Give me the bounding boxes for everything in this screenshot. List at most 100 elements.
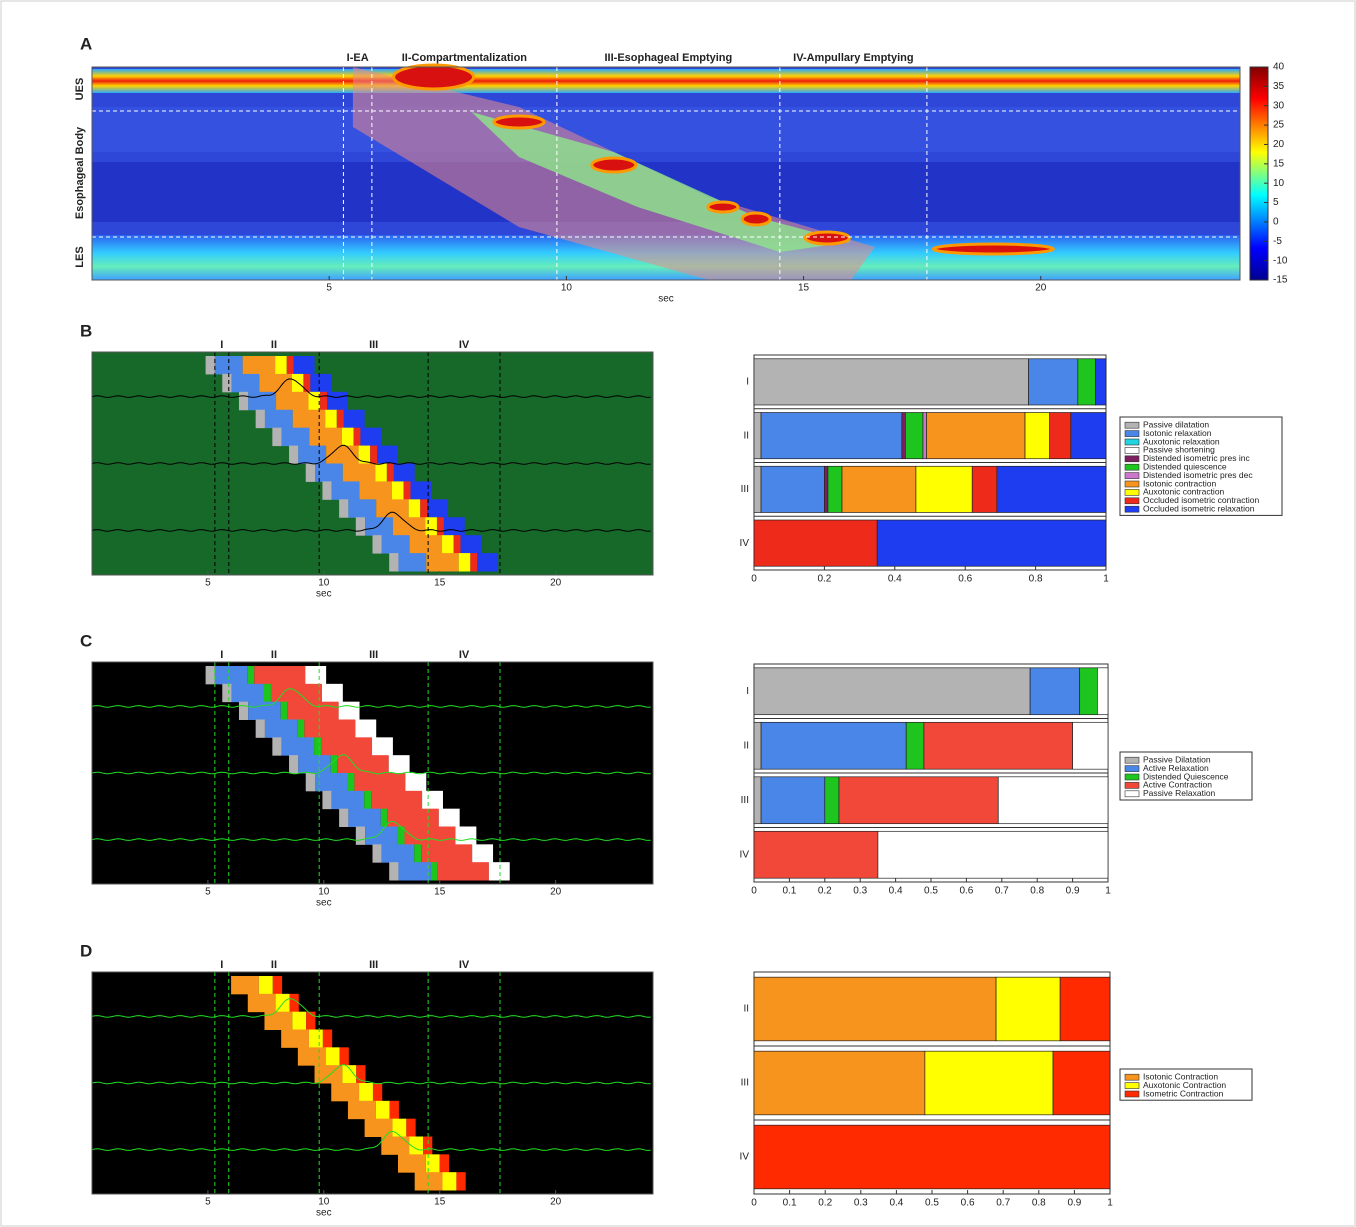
tile [388,755,410,774]
tile [292,409,326,429]
bar-segment [971,465,998,513]
tile [442,535,454,554]
bar-segment [877,830,1109,879]
x-tick-label: 20 [550,1197,562,1208]
tile [347,773,355,792]
legend-swatch [1124,463,1140,471]
bar-segment [841,465,917,513]
bar-segment [922,412,927,460]
x-tick-label: 0.1 [783,1198,797,1209]
tile [477,553,499,572]
tile [222,373,232,393]
tile [381,535,410,554]
tile [381,1136,410,1155]
x-tick-label: 1 [1107,1198,1113,1209]
x-tick-label: 0.8 [1029,574,1043,585]
tile [397,826,405,845]
tile [393,463,415,482]
tile [331,481,360,500]
tile [287,701,339,720]
tile [205,666,215,685]
bar-segment [753,667,1031,716]
x-tick-label: 0.5 [925,1198,939,1209]
legend-label: Passive Dilatation [1143,754,1211,764]
tile [389,862,399,881]
tile [377,445,398,464]
tile [247,666,255,685]
bar-segment [753,776,762,825]
tile [438,808,460,827]
tile [305,463,316,482]
tile [231,683,265,703]
tile [455,826,477,845]
tile [306,1011,316,1030]
bar-segment [876,519,1107,567]
plot-frame [91,971,654,1195]
phase-label: I [220,649,223,661]
x-tick-label: 0.4 [888,574,902,585]
tile [425,1154,440,1173]
tile [231,373,260,393]
legend-label: Distended Quiescence [1143,771,1229,781]
legend-swatch [1124,472,1140,479]
bar-segment [997,776,1109,825]
legend-swatch [1124,489,1140,496]
tile [339,1047,349,1066]
y-tick-label: I [746,686,749,697]
plot-frame [91,66,1241,281]
tile [281,737,315,756]
tile [375,463,387,482]
x-tick-label: 0.4 [889,886,903,897]
bar-segment [760,465,825,513]
y-tick-label: III [741,1078,749,1089]
tile [343,409,365,429]
tile [338,701,360,720]
tile [355,517,366,536]
x-axis-label: sec [316,1208,332,1219]
phase-label: I [220,959,223,971]
legend-swatch [1124,497,1140,505]
tile [254,666,306,685]
legend-swatch [1124,438,1140,446]
tile [214,356,243,375]
x-tick-label: 5 [205,887,211,898]
legend-label: Isometric Contraction [1143,1088,1224,1098]
panel-label: A [80,34,92,53]
x-tick-label: 15 [434,578,446,589]
tile [386,463,394,482]
tile [372,737,393,756]
y-tick-label: II [743,1004,749,1015]
tile [453,535,461,554]
x-tick-label: 0.2 [818,886,832,897]
phase-label: II [271,649,277,661]
tile [322,790,332,810]
tile [325,1047,340,1066]
tile [325,409,337,429]
tile [342,463,376,482]
tile [321,683,343,703]
tile [270,683,322,703]
tile [308,391,321,411]
tile [370,445,378,464]
bar-segment [1059,976,1111,1042]
x-tick-label: 10 [318,887,330,898]
tile [286,356,294,375]
tile [408,499,421,518]
x-axis-label: sec [316,898,332,909]
legend-label: Isotonic relaxation [1143,428,1212,438]
x-tick-label: 0.1 [782,886,796,897]
tile [331,790,365,810]
tile [293,356,315,375]
x-tick-label: 0 [751,574,757,585]
tile [310,373,332,393]
bar-segment [753,830,879,879]
tile [255,719,265,738]
colorbar-tick-label: 20 [1273,139,1285,150]
tile [205,356,215,375]
legend-label: Auxotonic Contraction [1143,1080,1226,1090]
legend-swatch [1124,782,1140,789]
bar-segment [753,721,762,770]
tile [336,409,344,429]
